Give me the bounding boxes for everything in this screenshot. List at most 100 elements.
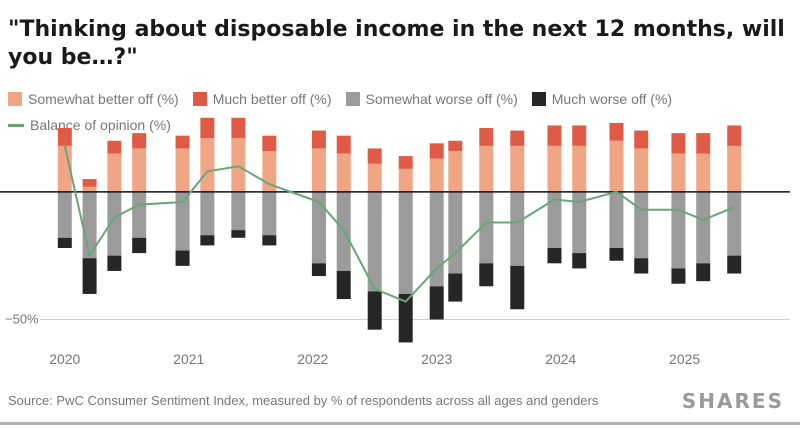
bar-somewhat-better <box>727 145 742 192</box>
bar-much-worse <box>367 291 382 330</box>
bar-much-worse <box>727 255 742 274</box>
x-tick-label: 2024 <box>545 351 576 367</box>
legend-somewhat-worse: Somewhat worse off (%) <box>345 91 518 107</box>
bar-much-better <box>82 179 97 187</box>
bar-somewhat-worse <box>671 191 686 269</box>
bar-somewhat-worse <box>262 191 277 236</box>
bar-much-better <box>479 128 494 146</box>
bar-much-better <box>398 156 413 169</box>
bar-much-better <box>634 130 649 149</box>
bar-much-better <box>231 117 246 139</box>
bar-somewhat-better <box>671 153 686 192</box>
bar-much-worse <box>671 268 686 284</box>
bar-much-worse <box>510 265 525 310</box>
legend-label: Somewhat better off (%) <box>28 91 179 107</box>
bar-much-better <box>336 135 351 154</box>
bar-somewhat-better <box>175 148 190 192</box>
bar-somewhat-better <box>107 153 122 192</box>
bar-somewhat-worse <box>510 191 525 266</box>
bar-much-worse <box>634 258 649 274</box>
bar-much-better <box>367 148 382 164</box>
bar-somewhat-worse <box>132 191 147 238</box>
bar-much-better <box>132 133 147 149</box>
bar-much-worse <box>175 250 190 266</box>
legend-label: Somewhat worse off (%) <box>365 91 518 107</box>
bar-much-better <box>311 130 326 149</box>
y-tick-label: −50% <box>5 311 39 326</box>
bar-somewhat-better <box>547 145 562 192</box>
legend-row-1: Somewhat better off (%) Much better off … <box>8 88 788 110</box>
bar-much-worse <box>57 237 72 248</box>
bottom-rule <box>0 422 800 425</box>
bar-much-worse <box>82 258 97 294</box>
bar-somewhat-worse <box>634 191 649 259</box>
bar-somewhat-worse <box>479 191 494 264</box>
x-tick-label: 2022 <box>297 351 328 367</box>
bar-somewhat-worse <box>231 191 246 231</box>
bar-much-worse <box>479 263 494 287</box>
bar-much-better <box>262 135 277 151</box>
legend-label: Much better off (%) <box>212 91 332 107</box>
bar-somewhat-better <box>429 158 444 192</box>
bar-much-better <box>107 140 122 154</box>
swatch-somewhat-better <box>8 92 22 106</box>
bar-somewhat-worse <box>311 191 326 264</box>
bar-somewhat-worse <box>696 191 711 264</box>
legend-label: Much worse off (%) <box>551 91 673 107</box>
bar-somewhat-better <box>367 163 382 192</box>
legend-somewhat-better: Somewhat better off (%) <box>8 91 179 107</box>
bar-much-better <box>57 128 72 146</box>
bar-somewhat-worse <box>57 191 72 238</box>
bar-much-worse <box>696 263 711 282</box>
bar-much-worse <box>336 270 351 300</box>
bar-much-worse <box>132 237 147 254</box>
swatch-somewhat-worse <box>345 92 360 106</box>
legend: Somewhat better off (%) Much better off … <box>8 88 788 140</box>
bar-somewhat-better <box>311 148 326 192</box>
bar-somewhat-better <box>448 150 463 192</box>
bar-somewhat-worse <box>175 191 190 251</box>
bar-somewhat-better <box>336 153 351 192</box>
bar-much-worse <box>311 263 326 277</box>
bar-somewhat-better <box>82 186 97 192</box>
bar-somewhat-better <box>231 138 246 192</box>
bar-somewhat-better <box>609 140 624 192</box>
swatch-much-worse <box>531 92 546 106</box>
legend-much-better: Much better off (%) <box>192 91 332 107</box>
swatch-much-better <box>192 92 207 106</box>
x-tick-label: 2025 <box>669 351 700 367</box>
bar-somewhat-better <box>696 153 711 192</box>
bar-much-worse <box>262 235 277 246</box>
bar-much-worse <box>448 273 463 302</box>
bar-somewhat-worse <box>429 191 444 287</box>
bar-somewhat-worse <box>107 191 122 256</box>
bar-somewhat-worse <box>200 191 215 236</box>
bar-much-worse <box>107 255 122 271</box>
bar-much-better <box>609 122 624 141</box>
bar-somewhat-worse <box>448 191 463 274</box>
brand-logo: SHARES <box>681 389 784 413</box>
bar-much-better <box>727 125 742 146</box>
bar-much-better <box>429 143 444 159</box>
bar-somewhat-worse <box>547 191 562 248</box>
bar-much-better <box>200 117 215 139</box>
x-tick-label: 2020 <box>49 351 80 367</box>
bar-much-better <box>547 125 562 146</box>
bar-much-worse <box>547 247 562 264</box>
bar-much-better <box>510 130 525 146</box>
bar-somewhat-worse <box>727 191 742 256</box>
bar-much-worse <box>609 247 624 261</box>
source-note: Source: PwC Consumer Sentiment Index, me… <box>8 393 599 408</box>
x-tick-label: 2023 <box>421 351 452 367</box>
bar-somewhat-better <box>132 148 147 192</box>
bar-somewhat-better <box>510 145 525 192</box>
bar-somewhat-better <box>398 168 413 192</box>
bar-much-better <box>572 125 587 146</box>
bar-much-worse <box>429 286 444 320</box>
bar-somewhat-worse <box>398 191 413 294</box>
bar-somewhat-worse <box>572 191 587 254</box>
legend-much-worse: Much worse off (%) <box>531 91 673 107</box>
bar-much-better <box>671 133 686 154</box>
bar-much-worse <box>231 230 246 238</box>
